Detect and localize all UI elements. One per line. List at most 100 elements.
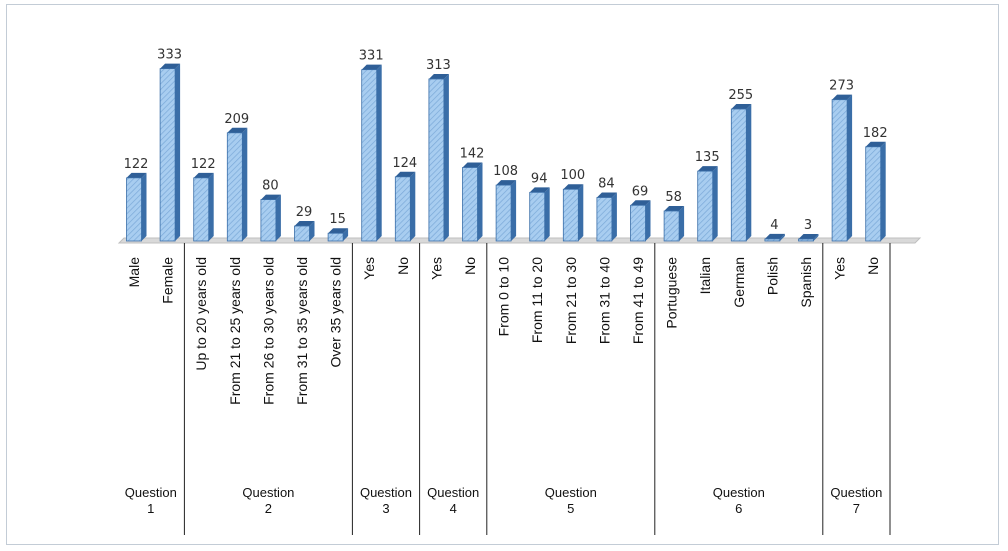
bar: [428, 73, 449, 242]
bar-top: [496, 180, 517, 186]
category-label: Male: [126, 257, 142, 288]
bar-front: [596, 197, 613, 242]
group-label: Question: [242, 485, 294, 500]
bar-top: [563, 184, 584, 190]
bar-side: [611, 192, 617, 241]
bar-side: [309, 220, 315, 241]
bar-front: [865, 146, 882, 242]
category-label: Up to 20 years old: [193, 257, 209, 371]
data-label: 108: [493, 164, 518, 179]
bar: [126, 172, 147, 242]
data-label: 313: [426, 58, 451, 73]
bar-side: [645, 200, 651, 241]
data-label: 84: [598, 177, 615, 192]
bar-side: [813, 234, 819, 241]
bar-side: [578, 184, 584, 241]
bar-side: [511, 180, 517, 241]
data-label: 80: [262, 179, 279, 194]
category-label: From 11 to 20: [529, 257, 545, 343]
data-label: 182: [863, 126, 888, 141]
data-label: 255: [728, 88, 753, 103]
group-label: Question: [360, 485, 412, 500]
category-label: Polish: [764, 257, 780, 295]
group-label: Question: [427, 485, 479, 500]
bar: [260, 194, 281, 242]
category-label: From 31 to 40: [596, 257, 612, 344]
bar-top: [294, 220, 315, 226]
bar-side: [544, 187, 550, 241]
group-number: 1: [147, 501, 154, 516]
bar-front: [462, 167, 478, 242]
bar: [159, 63, 181, 242]
bar-top: [227, 127, 248, 133]
bar: [697, 166, 718, 242]
bar: [663, 205, 685, 242]
bar-side: [477, 162, 483, 241]
data-label: 94: [531, 171, 548, 186]
data-label: 4: [770, 218, 778, 233]
bar-top: [361, 64, 382, 70]
bar-top: [428, 73, 449, 79]
bar-front: [562, 188, 579, 242]
bar-side: [779, 233, 785, 241]
bar-side: [208, 172, 214, 241]
bar-front: [193, 177, 210, 242]
category-label: No: [395, 257, 411, 275]
category-label: From 21 to 30: [563, 257, 579, 344]
bar-side: [746, 104, 752, 241]
bar-front: [394, 176, 411, 242]
bar-top: [529, 187, 550, 193]
bar-front: [294, 225, 310, 242]
data-label: 122: [124, 157, 149, 172]
bar-top: [731, 104, 752, 109]
data-label: 122: [191, 157, 216, 172]
data-label: 333: [157, 48, 182, 63]
bar-side: [141, 172, 147, 241]
bar-front: [529, 191, 546, 242]
group-number: 4: [450, 501, 457, 516]
bar-front: [226, 132, 243, 242]
bar-side: [410, 171, 416, 241]
category-label: No: [462, 257, 478, 275]
group-number: 3: [382, 501, 389, 516]
group-label: Question: [545, 485, 597, 500]
category-label: Female: [160, 257, 176, 304]
bar: [562, 184, 584, 242]
data-label: 273: [829, 79, 854, 94]
group-number: 5: [567, 501, 574, 516]
category-label: Over 35 years old: [328, 257, 344, 368]
bar-side: [679, 205, 685, 241]
category-label: Yes: [361, 257, 377, 280]
data-label: 135: [695, 150, 720, 165]
bar-top: [126, 172, 147, 178]
bar-front: [798, 238, 814, 242]
bar-top: [630, 200, 651, 206]
bar-side: [275, 194, 281, 241]
bar: [462, 162, 483, 242]
data-label: 58: [665, 190, 682, 205]
category-label: From 31 to 35 years old: [294, 257, 310, 405]
bar: [226, 127, 248, 242]
bar-side: [175, 63, 181, 241]
category-label: Spanish: [798, 257, 814, 308]
category-label: From 21 to 25 years old: [227, 257, 243, 405]
category-label: Yes: [428, 257, 444, 280]
bar-top: [328, 228, 349, 234]
data-label: 100: [560, 168, 585, 183]
bar-top: [596, 192, 617, 198]
bar-top: [260, 194, 281, 200]
bar-top: [664, 205, 685, 211]
bar: [831, 94, 853, 242]
bar-front: [730, 108, 747, 242]
bar-front: [327, 232, 344, 242]
bar: [596, 192, 617, 242]
data-label: 29: [296, 205, 313, 220]
bar-front: [663, 210, 680, 242]
group-label: Question: [830, 485, 882, 500]
group-number: 7: [853, 501, 860, 516]
bar-side: [712, 166, 718, 241]
bar-top: [798, 234, 819, 239]
bar: [495, 180, 517, 242]
bar-front: [764, 238, 781, 242]
data-label: 15: [329, 212, 346, 227]
